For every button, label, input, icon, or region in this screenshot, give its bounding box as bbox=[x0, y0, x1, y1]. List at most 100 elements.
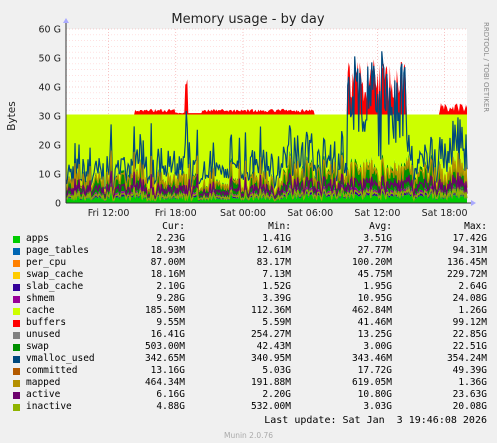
legend-value-min: 191.88M bbox=[250, 377, 291, 388]
legend-value-cur: 2.10G bbox=[156, 281, 185, 292]
legend-label: slab_cache bbox=[26, 281, 84, 292]
legend-value-min: 5.03G bbox=[262, 365, 291, 376]
axes bbox=[63, 18, 476, 206]
legend-row-shmem: shmem 9.28G 3.39G 10.95G 24.08G bbox=[0, 293, 497, 305]
legend-value-max: 99.12M bbox=[452, 317, 487, 328]
legend-value-max: 22.85G bbox=[452, 329, 487, 340]
legend-row-unused: unused 16.41G 254.27M 13.25G 22.85G bbox=[0, 329, 497, 341]
legend-value-avg: 41.46M bbox=[357, 317, 392, 328]
legend-value-min: 532.00M bbox=[250, 401, 291, 412]
legend-swatch bbox=[13, 344, 20, 351]
x-tick-label: Fri 12:00 bbox=[88, 208, 130, 219]
mapped-line bbox=[65, 150, 468, 197]
legend-value-min: 112.36M bbox=[250, 305, 291, 316]
legend-value-avg: 45.75M bbox=[357, 269, 392, 280]
chart-title: Memory usage - by day bbox=[171, 12, 324, 27]
legend-label: page_tables bbox=[26, 245, 89, 256]
legend-value-cur: 9.55M bbox=[156, 317, 185, 328]
legend-value-avg: 27.77M bbox=[357, 245, 392, 256]
legend-label: committed bbox=[26, 365, 78, 376]
legend-row-swap: swap 503.00M 42.43M 3.00G 22.51G bbox=[0, 341, 497, 353]
x-tick-label: Sat 18:00 bbox=[422, 208, 468, 219]
legend-swatch bbox=[13, 368, 20, 375]
legend-label: active bbox=[26, 389, 61, 400]
x-tick-label: Sat 00:00 bbox=[220, 208, 266, 219]
legend-value-max: 229.72M bbox=[446, 269, 487, 280]
legend-value-avg: 3.03G bbox=[363, 401, 392, 412]
legend-label: buffers bbox=[26, 317, 67, 328]
legend-label: unused bbox=[26, 329, 61, 340]
legend-row-mapped: mapped 464.34M 191.88M 619.05M 1.36G bbox=[0, 377, 497, 389]
legend-value-min: 1.41G bbox=[262, 233, 291, 244]
legend-row-slab-cache: slab_cache 2.10G 1.52G 1.95G 2.64G bbox=[0, 281, 497, 293]
legend-value-cur: 342.65M bbox=[144, 353, 185, 364]
legend-value-max: 2.64G bbox=[458, 281, 487, 292]
legend-value-cur: 87.00M bbox=[150, 257, 185, 268]
legend-value-avg: 17.72G bbox=[357, 365, 392, 376]
legend-value-avg: 13.25G bbox=[357, 329, 392, 340]
legend-row-active: active 6.16G 2.20G 10.80G 23.63G bbox=[0, 389, 497, 401]
legend-value-cur: 2.23G bbox=[156, 233, 185, 244]
legend-label: apps bbox=[26, 233, 49, 244]
legend-swatch bbox=[13, 260, 20, 267]
legend-value-max: 49.39G bbox=[452, 365, 487, 376]
legend-value-min: 42.43M bbox=[256, 341, 291, 352]
legend-swatch bbox=[13, 296, 20, 303]
last-update: Last update: Sat Jan 3 19:46:08 2026 bbox=[264, 415, 487, 426]
x-tick-label: Sat 12:00 bbox=[354, 208, 400, 219]
legend-value-min: 12.61M bbox=[256, 245, 291, 256]
legend-value-min: 2.20G bbox=[262, 389, 291, 400]
legend-label: swap bbox=[26, 341, 49, 352]
header-max: Max: bbox=[464, 221, 487, 232]
y-tick-label: 60 G bbox=[39, 25, 61, 36]
legend-value-min: 83.17M bbox=[256, 257, 291, 268]
legend-value-avg: 3.51G bbox=[363, 233, 392, 244]
legend-row-buffers: buffers 9.55M 5.59M 41.46M 99.12M bbox=[0, 317, 497, 329]
legend-value-min: 7.13M bbox=[262, 269, 291, 280]
legend-label: swap_cache bbox=[26, 269, 84, 280]
legend-row-vmalloc-used: vmalloc_used 342.65M 340.95M 343.46M 354.24M bbox=[0, 353, 497, 365]
legend-value-cur: 9.28G bbox=[156, 293, 185, 304]
legend-value-max: 1.36G bbox=[458, 377, 487, 388]
legend-value-min: 5.59M bbox=[262, 317, 291, 328]
legend-value-max: 1.26G bbox=[458, 305, 487, 316]
legend-value-avg: 343.46M bbox=[351, 353, 392, 364]
legend-value-max: 24.08G bbox=[452, 293, 487, 304]
legend-swatch bbox=[13, 392, 20, 399]
x-tick-label: Fri 18:00 bbox=[155, 208, 197, 219]
committed-line bbox=[65, 51, 468, 192]
legend-value-cur: 503.00M bbox=[144, 341, 185, 352]
legend-value-avg: 100.20M bbox=[351, 257, 392, 268]
legend-value-avg: 3.00G bbox=[363, 341, 392, 352]
legend-swatch bbox=[13, 404, 20, 411]
rrdtool-watermark: RRDTOOL / TOBI OETIKER bbox=[482, 22, 490, 112]
legend-label: cache bbox=[26, 305, 55, 316]
y-tick-label: 0 bbox=[55, 199, 61, 210]
legend-row-committed: committed 13.16G 5.03G 17.72G 49.39G bbox=[0, 365, 497, 377]
inactive-line bbox=[65, 186, 468, 202]
legend-value-max: 22.51G bbox=[452, 341, 487, 352]
legend-value-cur: 13.16G bbox=[150, 365, 185, 376]
legend-row-per-cpu: per_cpu 87.00M 83.17M 100.20M 136.45M bbox=[0, 257, 497, 269]
legend-value-avg: 462.84M bbox=[351, 305, 392, 316]
legend-label: mapped bbox=[26, 377, 61, 388]
legend-value-cur: 16.41G bbox=[150, 329, 185, 340]
legend-value-max: 17.42G bbox=[452, 233, 487, 244]
y-tick-label: 20 G bbox=[39, 141, 61, 152]
legend-value-min: 254.27M bbox=[250, 329, 291, 340]
legend-row-apps: apps 2.23G 1.41G 3.51G 17.42G bbox=[0, 233, 497, 245]
legend: Cur: Min: Avg: Max: apps 2.23G 1.41G 3.51G 1… bbox=[0, 221, 497, 413]
y-tick-label: 40 G bbox=[39, 83, 61, 94]
legend-value-max: 354.24M bbox=[446, 353, 487, 364]
legend-value-cur: 464.34M bbox=[144, 377, 185, 388]
legend-value-cur: 18.16M bbox=[150, 269, 185, 280]
legend-label: shmem bbox=[26, 293, 55, 304]
header-cur: Cur: bbox=[162, 221, 185, 232]
legend-header: Cur: Min: Avg: Max: bbox=[0, 221, 497, 233]
legend-row-swap-cache: swap_cache 18.16M 7.13M 45.75M 229.72M bbox=[0, 269, 497, 281]
tick-labels: 0 10 G 20 G 30 G 40 G 50 G 60 G Fri 12:00 Fri 18… bbox=[39, 25, 468, 220]
legend-swatch bbox=[13, 356, 20, 363]
legend-value-max: 23.63G bbox=[452, 389, 487, 400]
y-tick-label: 30 G bbox=[39, 112, 61, 123]
legend-swatch bbox=[13, 332, 20, 339]
